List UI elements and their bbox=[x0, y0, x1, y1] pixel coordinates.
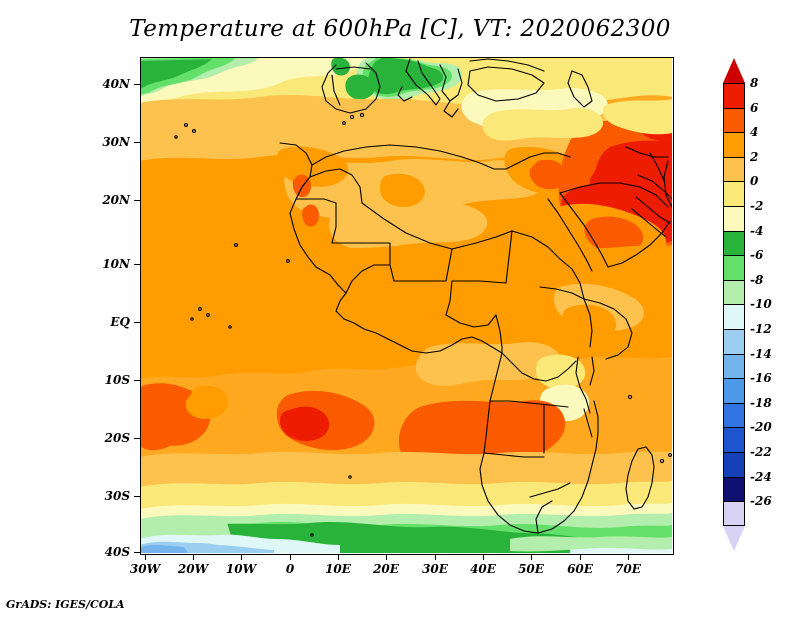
y-tick-5 bbox=[134, 380, 140, 381]
colorbar-band-5[interactable] bbox=[723, 205, 745, 231]
x-axis-label-10: 70E bbox=[615, 562, 641, 576]
colorbar-tick-label-3: 2 bbox=[750, 149, 759, 164]
x-axis-label-8: 50E bbox=[518, 562, 544, 576]
colorbar[interactable] bbox=[723, 83, 745, 526]
x-axis-label-6: 30E bbox=[422, 562, 448, 576]
y-axis-label-8: 40S bbox=[104, 545, 130, 559]
y-axis-label-7: 30S bbox=[104, 489, 130, 503]
colorbar-tick-label-14: -20 bbox=[750, 420, 772, 435]
colorbar-band-15[interactable] bbox=[723, 451, 745, 477]
y-axis-label-3: 10N bbox=[102, 257, 130, 271]
colorbar-tick-label-11: -14 bbox=[750, 346, 772, 361]
x-tick-1 bbox=[193, 554, 194, 560]
x-tick-9 bbox=[580, 554, 581, 560]
colorbar-band-8[interactable] bbox=[723, 279, 745, 305]
page-title: Temperature at 600hPa [C], VT: 202006230… bbox=[129, 16, 671, 42]
colorbar-band-7[interactable] bbox=[723, 255, 745, 280]
y-tick-6 bbox=[134, 438, 140, 439]
colorbar-tick-label-13: -18 bbox=[750, 395, 772, 410]
colorbar-tick-label-15: -22 bbox=[750, 445, 772, 459]
x-axis-label-1: 20W bbox=[177, 562, 209, 576]
y-axis-label-1: 30N bbox=[102, 135, 130, 149]
y-tick-1 bbox=[134, 142, 140, 143]
x-axis-label-5: 20E bbox=[373, 562, 399, 576]
colorbar-band-17[interactable] bbox=[723, 501, 745, 526]
colorbar-band-9[interactable] bbox=[723, 304, 745, 329]
colorbar-under-arrow bbox=[723, 525, 745, 551]
colorbar-band-2[interactable] bbox=[723, 132, 745, 157]
colorbar-tick-label-5: -2 bbox=[750, 199, 764, 213]
y-tick-4 bbox=[134, 322, 140, 323]
y-axis-label-6: 20S bbox=[104, 431, 130, 445]
colorbar-band-10[interactable] bbox=[723, 328, 745, 354]
colorbar-tick-label-4: 0 bbox=[750, 174, 759, 189]
colorbar-band-1[interactable] bbox=[723, 107, 745, 133]
colorbar-over-arrow bbox=[723, 58, 745, 83]
colorbar-tick-label-8: -8 bbox=[750, 272, 764, 287]
colorbar-band-11[interactable] bbox=[723, 353, 745, 379]
credit-text: GrADS: IGES/COLA bbox=[6, 598, 125, 611]
colorbar-tick-label-12: -16 bbox=[750, 371, 772, 386]
y-tick-0 bbox=[134, 84, 140, 85]
y-axis-label-0: 40N bbox=[102, 77, 130, 91]
y-tick-2 bbox=[134, 200, 140, 201]
y-axis-label-2: 20N bbox=[102, 193, 130, 207]
y-tick-8 bbox=[134, 552, 140, 553]
y-axis-label-4: EQ bbox=[110, 315, 130, 329]
colorbar-tick-label-6: -4 bbox=[750, 223, 764, 238]
x-tick-10 bbox=[628, 554, 629, 560]
y-tick-3 bbox=[134, 264, 140, 265]
x-tick-7 bbox=[483, 554, 484, 560]
x-axis-label-0: 30W bbox=[129, 562, 161, 576]
x-tick-3 bbox=[290, 554, 291, 560]
colorbar-tick-label-17: -26 bbox=[750, 494, 772, 509]
x-axis-label-7: 40E bbox=[470, 562, 496, 576]
y-axis-label-5: 10S bbox=[104, 373, 130, 387]
colorbar-band-16[interactable] bbox=[723, 476, 745, 502]
colorbar-tick-label-2: 4 bbox=[750, 125, 759, 140]
x-tick-8 bbox=[531, 554, 532, 560]
colorbar-tick-label-7: -6 bbox=[750, 248, 764, 263]
x-axis-label-2: 10W bbox=[225, 562, 257, 576]
x-tick-2 bbox=[241, 554, 242, 560]
colorbar-band-12[interactable] bbox=[723, 378, 745, 403]
temperature-map bbox=[140, 57, 672, 553]
colorbar-tick-label-10: -12 bbox=[750, 322, 772, 336]
colorbar-band-4[interactable] bbox=[723, 181, 745, 206]
colorbar-tick-label-1: 6 bbox=[750, 100, 759, 115]
x-tick-5 bbox=[386, 554, 387, 560]
colorbar-band-0[interactable] bbox=[723, 83, 745, 108]
colorbar-band-13[interactable] bbox=[723, 402, 745, 428]
colorbar-band-3[interactable] bbox=[723, 156, 745, 182]
colorbar-band-14[interactable] bbox=[723, 427, 745, 452]
x-axis-label-9: 60E bbox=[567, 562, 593, 576]
colorbar-tick-label-16: -24 bbox=[750, 469, 772, 484]
y-tick-7 bbox=[134, 496, 140, 497]
colorbar-band-6[interactable] bbox=[723, 230, 745, 256]
x-tick-6 bbox=[435, 554, 436, 560]
x-tick-4 bbox=[338, 554, 339, 560]
colorbar-tick-label-0: 8 bbox=[750, 76, 759, 90]
x-tick-0 bbox=[145, 554, 146, 560]
x-axis-label-4: 10E bbox=[325, 562, 351, 576]
x-axis-label-3: 0 bbox=[285, 562, 295, 576]
colorbar-tick-label-9: -10 bbox=[750, 297, 772, 312]
